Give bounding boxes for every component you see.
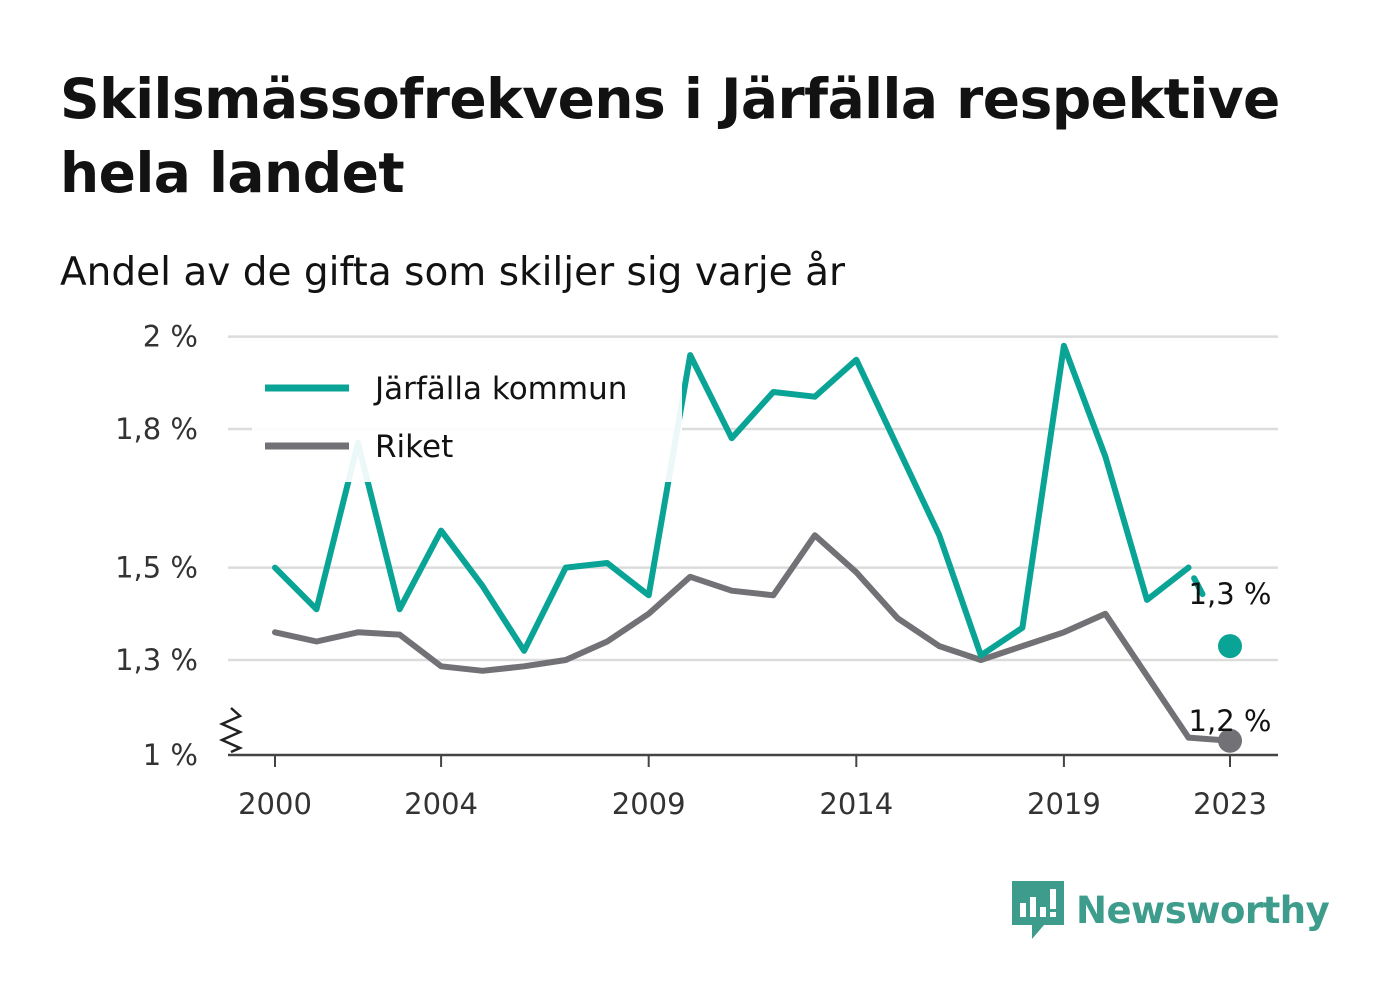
newsworthy-logo-icon xyxy=(1012,881,1064,939)
legend-label: Järfälla kommun xyxy=(373,371,627,407)
chart-title: Skilsmässofrekvens i Järfälla respektive… xyxy=(60,67,1280,205)
end-value-label: 1,2 % xyxy=(1189,704,1272,738)
y-tick-label: 1,5 % xyxy=(115,551,198,585)
series-line-jarfalla xyxy=(272,342,1192,659)
end-value-label: 1,3 % xyxy=(1189,577,1272,611)
legend: Järfälla kommun Riket xyxy=(252,362,682,482)
x-tick-label: 2023 xyxy=(1193,787,1267,821)
axes: 1 % 1,3 % 1,5 % 1,8 % 2 % 2000 2004 2009 2014 201… xyxy=(115,320,1278,821)
x-tick-label: 2000 xyxy=(238,787,312,821)
x-tick-label: 2014 xyxy=(819,787,893,821)
legend-background xyxy=(252,362,682,482)
legend-label: Riket xyxy=(375,429,453,465)
brand-name: Newsworthy xyxy=(1076,888,1330,932)
data-labels: 1,2 % 1,3 % xyxy=(1189,577,1272,738)
x-tick-label: 2004 xyxy=(404,787,478,821)
y-tick-label: 1,8 % xyxy=(115,412,198,446)
series-line-riket xyxy=(272,532,1192,741)
end-point xyxy=(1218,728,1242,753)
newsworthy-logo: Newsworthy xyxy=(1010,878,1330,942)
axis-break-icon xyxy=(218,707,244,754)
y-tick-label: 1,3 % xyxy=(115,643,198,677)
series-last-segment xyxy=(1185,564,1233,650)
series-lines xyxy=(272,342,1242,753)
chart-subtitle: Andel av de gifta som skiljer sig varje … xyxy=(60,250,846,295)
y-tick-label: 1 % xyxy=(143,738,198,772)
x-tick-label: 2019 xyxy=(1027,787,1101,821)
y-tick-label: 2 % xyxy=(143,320,198,354)
x-tick-label: 2009 xyxy=(612,787,686,821)
end-point xyxy=(1218,634,1242,659)
